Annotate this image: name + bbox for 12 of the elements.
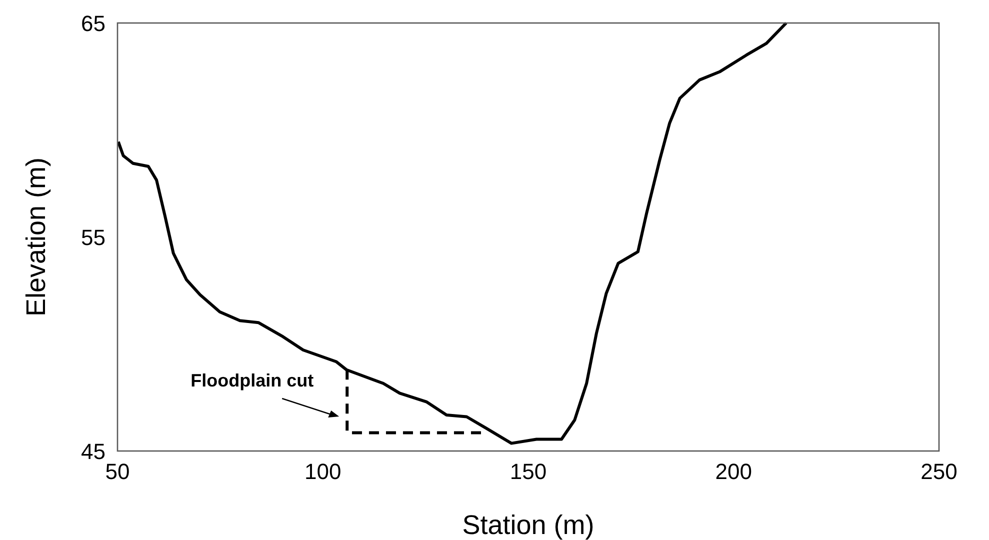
x-tick-label: 200: [715, 459, 752, 484]
annotation: Floodplain cut: [190, 370, 314, 390]
y-axis-title: Elevation (m): [21, 157, 51, 317]
x-tick-label: 50: [105, 459, 130, 484]
y-tick-label: 45: [81, 439, 106, 464]
line-series: [118, 22, 788, 445]
x-axis-title: Station (m): [462, 510, 594, 540]
y-tick-label: 55: [81, 225, 106, 250]
x-tick-label: 250: [920, 459, 958, 484]
x-tick-label: 150: [510, 459, 547, 484]
x-tick-label: 100: [304, 459, 342, 484]
y-tick-label: 65: [81, 11, 106, 36]
